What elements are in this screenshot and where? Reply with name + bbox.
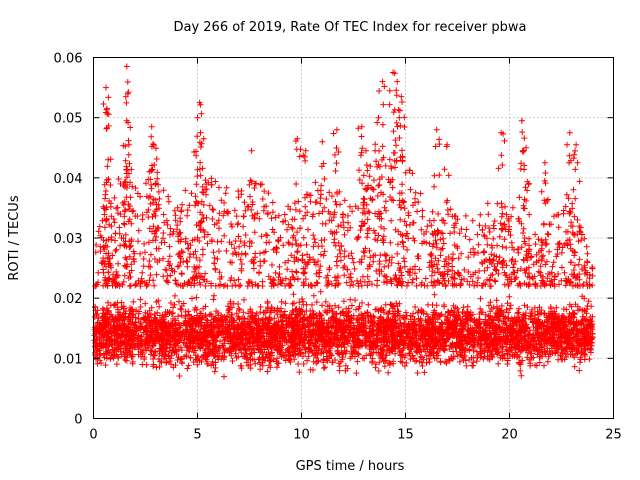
data-points (91, 63, 596, 380)
chart-title: Day 266 of 2019, Rate Of TEC Index for r… (173, 20, 526, 35)
x-tick-label: 25 (605, 428, 622, 443)
x-tick-label: 15 (397, 428, 414, 443)
x-tick-label: 10 (293, 428, 310, 443)
data-point-group (91, 180, 594, 367)
data-point-group (99, 63, 343, 284)
x-tick-label: 20 (501, 428, 518, 443)
data-point-group (332, 69, 583, 288)
y-tick-label: 0.04 (54, 172, 83, 187)
y-tick-label: 0 (74, 413, 82, 428)
y-tick-label: 0.01 (54, 352, 83, 367)
y-axis-title: ROTI / TECUs (7, 195, 22, 280)
x-axis-title: GPS time / hours (296, 459, 405, 474)
y-tick-label: 0.03 (54, 232, 83, 247)
y-tick-label: 0.02 (54, 292, 83, 307)
x-tick-label: 5 (193, 428, 201, 443)
x-tick-label: 0 (89, 428, 97, 443)
y-tick-label: 0.06 (54, 52, 83, 67)
data-point-group (91, 156, 595, 371)
axis-ticks: 0 5 10 15 20 25 0 0.01 0.02 0.03 0.04 0.05 0.06 (54, 52, 622, 443)
y-tick-label: 0.05 (54, 112, 83, 127)
